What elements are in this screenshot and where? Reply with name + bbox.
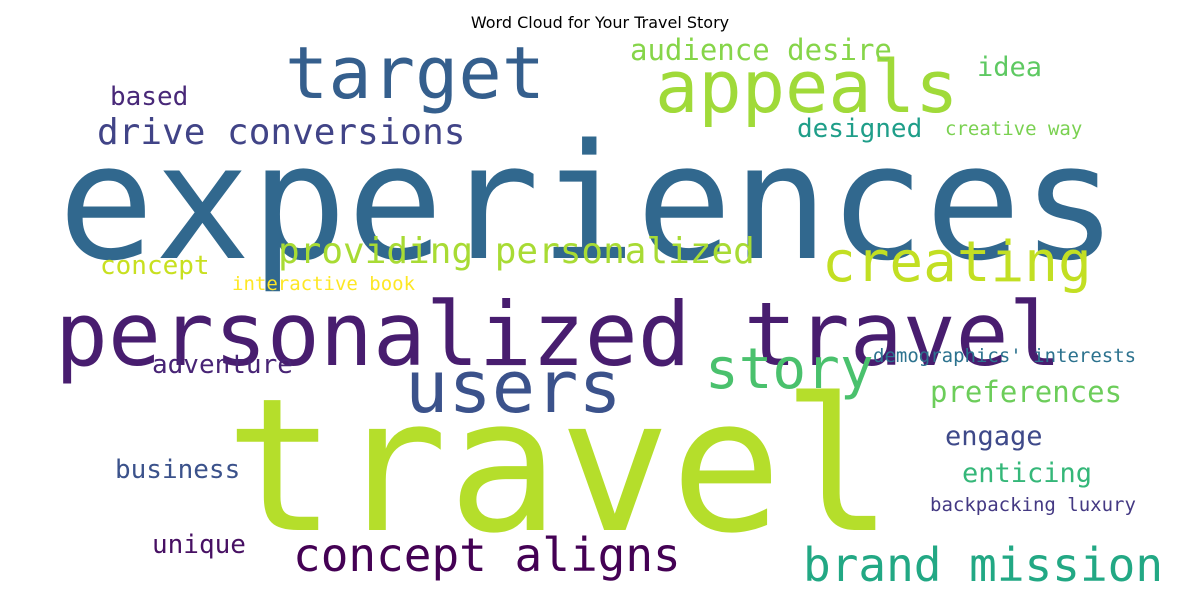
word-users: users <box>405 345 622 429</box>
word-creating: creating <box>822 230 1092 295</box>
word-story: story <box>705 337 874 402</box>
word-business: business <box>115 455 240 485</box>
word-target: target <box>285 31 545 115</box>
word-adventure: adventure <box>152 350 293 380</box>
word-idea: idea <box>977 52 1042 83</box>
chart-title: Word Cloud for Your Travel Story <box>471 13 729 32</box>
word-designed: designed <box>797 114 922 144</box>
word-creative-way: creative way <box>945 118 1082 140</box>
word-experiences: experiences <box>58 109 1118 296</box>
word-appeals: appeals <box>655 45 958 129</box>
word-based: based <box>110 82 188 112</box>
word-enticing: enticing <box>962 458 1092 489</box>
word-concept: concept <box>100 251 210 281</box>
word-backpacking-luxury: backpacking luxury <box>930 494 1136 516</box>
word-interactive-book: interactive book <box>232 273 416 295</box>
word-drive-conversions: drive conversions <box>97 112 465 153</box>
word-preferences: preferences <box>930 375 1122 409</box>
word-providing-personalized: providing personalized <box>278 231 755 272</box>
word-personalized-travel: personalized travel <box>55 283 1062 386</box>
word-concept-aligns: concept aligns <box>293 528 681 582</box>
word-travel: travel <box>225 358 893 574</box>
word-demographics-interests: demographics' interests <box>873 345 1136 367</box>
word-brand-mission: brand mission <box>803 538 1163 592</box>
word-audience-desire: audience desire <box>630 33 892 67</box>
word-unique: unique <box>152 530 246 560</box>
word-engage: engage <box>945 421 1043 452</box>
